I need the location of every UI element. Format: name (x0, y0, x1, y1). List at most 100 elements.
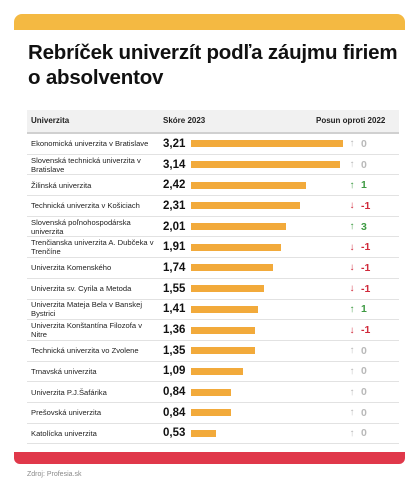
score-bar (191, 388, 231, 396)
university-name: Slovenská poľnohospodárska univerzita (31, 217, 131, 236)
score-label: 1,35 (163, 344, 186, 357)
change-value: -1 (361, 199, 371, 212)
change-cell: ↓ -1 (347, 258, 371, 278)
change-value: -1 (361, 241, 371, 254)
arrow-down-icon: ↓ (349, 200, 355, 212)
change-value: 0 (361, 137, 367, 150)
change-cell: ↑ 1 (347, 300, 367, 320)
arrow-up-icon: ↑ (349, 221, 355, 233)
table-row: Slovenská poľnohospodárska univerzita 2,0… (27, 217, 399, 238)
table-row: Technická univerzita v Košiciach 2,31 ↓ -1 (27, 196, 399, 217)
score-label: 0,53 (163, 427, 186, 440)
university-name: Univerzita Konštantína Filozofa v Nitre (31, 321, 143, 340)
change-cell: ↑ 1 (347, 175, 367, 195)
score-bar (191, 161, 340, 169)
bottom-accent-bar (14, 452, 405, 464)
change-value: 3 (361, 220, 367, 233)
university-name: Univerzita Mateja Bela v Banskej Bystric… (31, 300, 143, 319)
university-name: Trenčianska univerzita A. Dubčeka v Tren… (31, 238, 154, 257)
arrow-up-icon: ↑ (349, 138, 355, 150)
arrow-up-icon: ↑ (349, 159, 355, 171)
arrow-up-icon: ↑ (349, 386, 355, 398)
score-bar (191, 305, 258, 313)
score-bar (191, 367, 243, 375)
change-value: -1 (361, 324, 371, 337)
ranking-table: Univerzita Skóre 2023 Posun oproti 2022 … (27, 110, 399, 445)
change-cell: ↑ 3 (347, 217, 367, 237)
university-name: Univerzita sv. Cyrila a Metoda (31, 284, 132, 294)
score-label: 1,41 (163, 303, 186, 316)
university-name: Univerzita P.J.Šafárika (31, 387, 107, 397)
score-bar (191, 347, 255, 355)
change-cell: ↑ 0 (347, 382, 367, 402)
column-header-score: Skóre 2023 (163, 116, 206, 125)
arrow-up-icon: ↑ (349, 179, 355, 191)
change-value: 0 (361, 158, 367, 171)
table-row: Trnavská univerzita 1,09 ↑ 0 (27, 362, 399, 383)
top-accent-bar (14, 14, 405, 30)
change-value: 0 (361, 344, 367, 357)
change-cell: ↑ 0 (347, 424, 367, 444)
score-bar (191, 285, 265, 293)
change-cell: ↑ 0 (347, 341, 367, 361)
arrow-up-icon: ↑ (349, 345, 355, 357)
arrow-down-icon: ↓ (349, 283, 355, 295)
table-row: Slovenská technická univerzita v Bratisl… (27, 155, 399, 176)
table-row: Technická univerzita vo Zvolene 1,35 ↑ 0 (27, 341, 399, 362)
change-cell: ↑ 0 (347, 403, 367, 423)
arrow-down-icon: ↓ (349, 324, 355, 336)
score-bar (191, 181, 306, 189)
change-value: 0 (361, 365, 367, 378)
arrow-up-icon: ↑ (349, 427, 355, 439)
university-name: Technická univerzita vo Zvolene (31, 346, 139, 356)
table-body: Ekonomická univerzita v Bratislave 3,21 ↑ 0… (27, 134, 399, 445)
change-cell: ↑ 0 (347, 155, 367, 175)
column-header-change: Posun oproti 2022 (316, 116, 386, 125)
score-bar (191, 429, 217, 437)
score-label: 2,01 (163, 220, 186, 233)
chart-title: Rebríček univerzít podľa záujmu firiem o… (28, 41, 398, 89)
score-bar (191, 140, 343, 148)
score-label: 0,84 (163, 386, 186, 399)
score-label: 2,31 (163, 199, 186, 212)
table-row: Univerzita Konštantína Filozofa v Nitre 1… (27, 320, 399, 341)
change-value: -1 (361, 282, 371, 295)
table-row: Prešovská univerzita 0,84 ↑ 0 (27, 403, 399, 424)
university-name: Ekonomická univerzita v Bratislave (31, 139, 149, 149)
score-label: 2,42 (163, 179, 186, 192)
score-label: 3,21 (163, 137, 186, 150)
score-label: 3,14 (163, 158, 186, 171)
score-bar (191, 243, 282, 251)
score-label: 1,91 (163, 241, 186, 254)
change-cell: ↑ 0 (347, 362, 367, 382)
change-cell: ↓ -1 (347, 196, 371, 216)
change-cell: ↑ 0 (347, 134, 367, 154)
score-label: 1,36 (163, 324, 186, 337)
score-bar (191, 409, 231, 417)
table-row: Univerzita Komenského 1,74 ↓ -1 (27, 258, 399, 279)
score-label: 1,09 (163, 365, 186, 378)
university-name: Slovenská technická univerzita v Bratisl… (31, 155, 141, 174)
table-row: Trenčianska univerzita A. Dubčeka v Tren… (27, 237, 399, 259)
table-row: Ekonomická univerzita v Bratislave 3,21 ↑ 0 (27, 134, 399, 155)
change-value: 1 (361, 303, 367, 316)
table-header: Univerzita Skóre 2023 Posun oproti 2022 (27, 110, 399, 134)
arrow-down-icon: ↓ (349, 241, 355, 253)
score-bar (191, 202, 301, 210)
table-row: Žilinská univerzita 2,42 ↑ 1 (27, 175, 399, 197)
change-cell: ↓ -1 (347, 237, 371, 257)
arrow-up-icon: ↑ (349, 365, 355, 377)
university-name: Prešovská univerzita (31, 408, 102, 418)
change-value: 0 (361, 386, 367, 399)
change-value: 0 (361, 427, 367, 440)
university-name: Žilinská univerzita (31, 180, 92, 190)
arrow-up-icon: ↑ (349, 303, 355, 315)
score-label: 1,74 (163, 261, 186, 274)
score-bar (191, 223, 287, 231)
arrow-up-icon: ↑ (349, 407, 355, 419)
university-name: Katolícka univerzita (31, 428, 97, 438)
score-label: 1,55 (163, 282, 186, 295)
score-bar (191, 326, 256, 334)
table-row: Univerzita P.J.Šafárika 0,84 ↑ 0 (27, 382, 399, 403)
university-name: Technická univerzita v Košiciach (31, 201, 140, 211)
